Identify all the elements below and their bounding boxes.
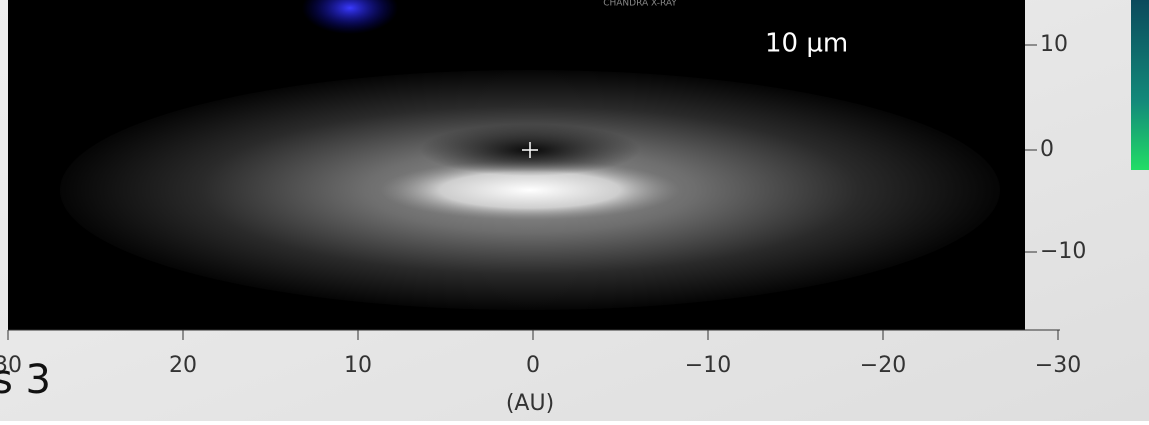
x-tick-label: −20 bbox=[860, 353, 906, 378]
color-strip bbox=[1131, 0, 1149, 170]
x-tick-label: −10 bbox=[685, 353, 731, 378]
band-label: 10 µm bbox=[765, 29, 848, 59]
y-tick-label: 10 bbox=[1040, 32, 1068, 57]
y-tick-label: 0 bbox=[1040, 137, 1054, 162]
slide-text: s 3 bbox=[0, 357, 51, 403]
x-tick-label: 10 bbox=[344, 353, 372, 378]
x-label: (AU) bbox=[506, 391, 554, 416]
y-tick-label: −10 bbox=[1040, 239, 1086, 264]
x-tick-label: 20 bbox=[169, 353, 197, 378]
top-caption: CHANDRA X-RAY bbox=[603, 0, 677, 9]
slide: CHANDRA X-RAY 10 µm 100−103020100−10−20−… bbox=[0, 0, 1149, 421]
x-tick-label: 0 bbox=[526, 353, 540, 378]
x-tick-label: −30 bbox=[1035, 353, 1081, 378]
page: CHANDRA X-RAY 10 µm 100−103020100−10−20−… bbox=[0, 0, 1149, 421]
